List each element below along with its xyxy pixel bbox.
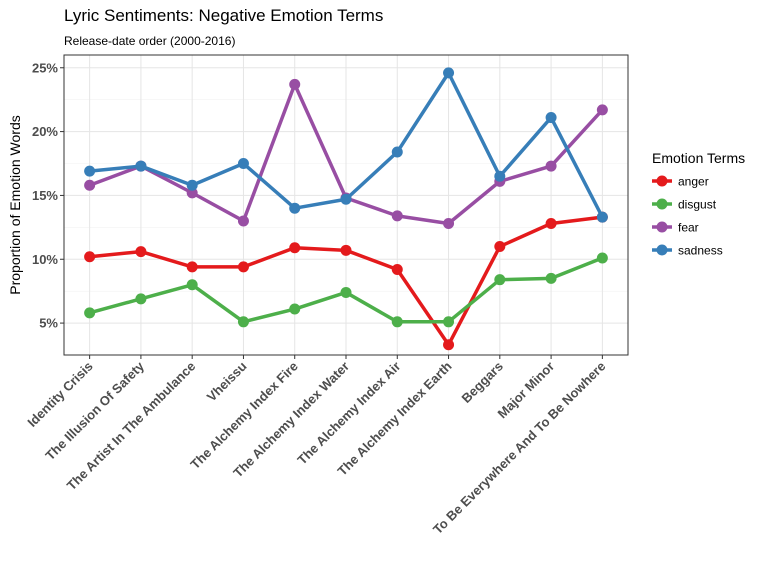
legend-item-disgust: disgust	[652, 198, 717, 212]
data-point-disgust	[443, 316, 455, 328]
data-point-anger	[391, 263, 403, 275]
data-point-fear	[84, 179, 96, 191]
legend-key-point	[656, 175, 668, 187]
data-point-fear	[443, 218, 455, 230]
grid-layer	[64, 55, 628, 355]
data-point-disgust	[340, 286, 352, 298]
legend-label: disgust	[678, 198, 717, 212]
legend-item-fear: fear	[652, 221, 699, 235]
data-point-anger	[186, 261, 198, 273]
data-point-fear	[545, 160, 557, 172]
x-tick-label: Vheissu	[204, 358, 250, 404]
data-point-disgust	[494, 274, 506, 286]
series-disgust	[84, 252, 608, 328]
data-point-disgust	[186, 279, 198, 291]
y-tick-label: 10%	[32, 252, 58, 267]
y-tick-label: 15%	[32, 188, 58, 203]
y-tick-label: 25%	[32, 60, 58, 75]
legend-item-sadness: sadness	[652, 244, 723, 258]
legend-item-anger: anger	[652, 175, 709, 189]
legend-label: anger	[678, 175, 709, 189]
legend-label: sadness	[678, 244, 723, 258]
data-point-anger	[340, 244, 352, 256]
data-point-anger	[443, 339, 455, 351]
data-point-anger	[289, 242, 301, 254]
data-point-sadness	[135, 160, 147, 172]
chart-subtitle: Release-date order (2000-2016)	[64, 34, 236, 48]
data-point-disgust	[391, 316, 403, 328]
data-point-fear	[596, 104, 608, 116]
data-point-anger	[135, 246, 147, 258]
series-anger	[84, 211, 608, 351]
data-point-disgust	[545, 272, 557, 284]
data-point-anger	[84, 251, 96, 263]
data-point-disgust	[84, 307, 96, 319]
x-tick-label: Beggars	[459, 359, 506, 406]
data-point-anger	[545, 218, 557, 230]
data-point-sadness	[84, 165, 96, 177]
data-point-sadness	[340, 193, 352, 205]
legend-key-point	[656, 198, 668, 210]
data-point-fear	[391, 210, 403, 222]
x-tick-label: The Alchemy Index Air	[294, 359, 403, 468]
data-point-sadness	[443, 67, 455, 79]
chart-title: Lyric Sentiments: Negative Emotion Terms	[64, 6, 384, 25]
data-point-fear	[186, 187, 198, 199]
data-point-anger	[494, 240, 506, 252]
legend-key-point	[656, 221, 668, 233]
legend-title: Emotion Terms	[652, 150, 745, 166]
series-layer	[84, 67, 608, 351]
legend: Emotion Terms anger disgust fear sadness	[652, 150, 745, 258]
data-point-sadness	[391, 146, 403, 158]
data-point-sadness	[494, 170, 506, 182]
x-tick-label: The Illusion Of Safety	[42, 358, 147, 463]
data-point-disgust	[596, 252, 608, 264]
data-point-disgust	[237, 316, 249, 328]
y-axis-title: Proportion of Emotion Words	[7, 115, 23, 295]
data-point-sadness	[186, 179, 198, 191]
legend-label: fear	[678, 221, 699, 235]
data-point-sadness	[545, 112, 557, 124]
data-point-sadness	[237, 158, 249, 170]
y-tick-label: 5%	[39, 316, 58, 331]
data-point-fear	[237, 215, 249, 227]
data-point-sadness	[596, 211, 608, 223]
data-point-anger	[237, 261, 249, 273]
data-point-sadness	[289, 202, 301, 214]
data-point-disgust	[135, 293, 147, 305]
y-axis: 5% 10% 15% 20% 25%	[32, 60, 64, 331]
data-point-fear	[289, 78, 301, 90]
y-tick-label: 20%	[32, 124, 58, 139]
legend-key-point	[656, 244, 668, 256]
data-point-disgust	[289, 303, 301, 315]
series-sadness	[84, 67, 608, 223]
